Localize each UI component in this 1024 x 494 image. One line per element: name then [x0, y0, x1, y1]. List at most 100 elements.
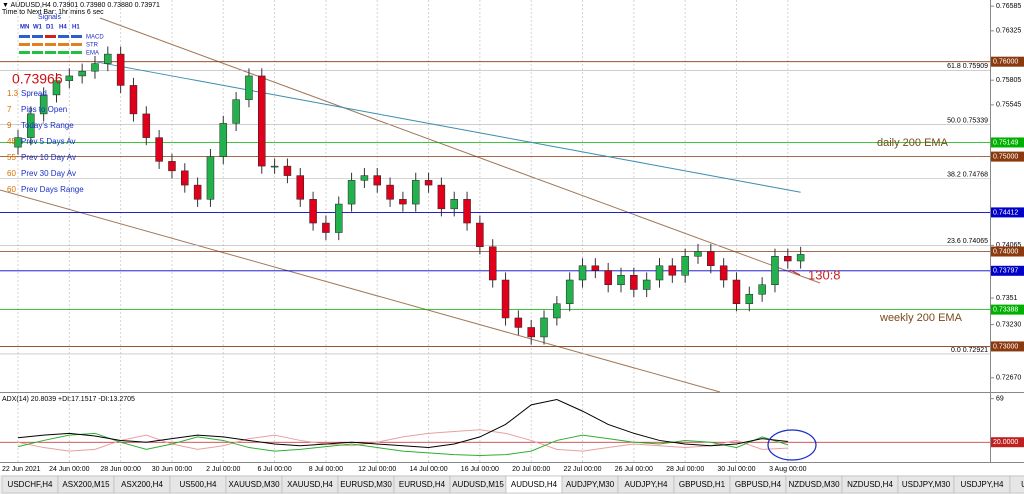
- y-tick-label: 0.7351: [996, 295, 1018, 302]
- candle-body: [258, 75, 266, 167]
- candle-body: [14, 137, 22, 148]
- x-tick-label: 24 Jun 00:00: [49, 466, 90, 473]
- tab-label[interactable]: ASX200,M15: [62, 480, 110, 489]
- indicator-label: MACD: [86, 35, 104, 41]
- x-tick-label: 22 Jul 00:00: [563, 466, 601, 473]
- price: 0.73966: [12, 71, 63, 87]
- candle-body: [476, 222, 484, 248]
- candle-body: [360, 175, 369, 181]
- signal-cell: [58, 35, 69, 38]
- level-label: 0.76000: [993, 59, 1018, 66]
- candle-body: [411, 180, 420, 205]
- candle-body: [155, 137, 163, 162]
- candle-body: [168, 161, 176, 172]
- candle-body: [129, 85, 138, 115]
- signal-cell: [45, 35, 56, 38]
- level-box: [991, 304, 1024, 315]
- stat-label: Spread: [21, 89, 47, 98]
- candle-body: [796, 254, 805, 262]
- y-tick-label: 0.76325: [996, 28, 1021, 35]
- ema-line: [94, 61, 801, 193]
- candle-body: [399, 199, 407, 205]
- level-label: 0.74412: [993, 209, 1018, 216]
- tab-label[interactable]: USDCAD: [1021, 480, 1024, 489]
- x-tick-label: 8 Jul 00:00: [309, 466, 343, 473]
- indicator-line: [17, 399, 788, 449]
- tab-label[interactable]: AUDJPY,H4: [625, 480, 669, 489]
- plot: 22 Jun 2021 24 Jun 00:00 28 Jun 00:00 30 Ju…: [0, 3, 1024, 473]
- tab-label[interactable]: XAUUSD,H4: [287, 480, 333, 489]
- candle-body: [335, 203, 343, 233]
- candle-body: [450, 199, 458, 210]
- level-box: [991, 437, 1024, 448]
- candle-body: [116, 53, 125, 86]
- signal-cell: [45, 51, 56, 54]
- tab-label[interactable]: NZDUSD,M30: [788, 480, 840, 489]
- signal-cell: [58, 51, 69, 54]
- tab-label[interactable]: EURUSD,H4: [399, 480, 446, 489]
- level-label: 0.73797: [993, 268, 1018, 275]
- signal-cell: [45, 43, 56, 46]
- candle-body: [283, 165, 292, 176]
- signal-cell: [71, 35, 82, 38]
- tab-label[interactable]: AUDJPY,M30: [566, 480, 615, 489]
- tab[interactable]: [1009, 475, 1024, 494]
- level-label: 0.74000: [993, 248, 1018, 255]
- tab-label[interactable]: ASX200,H4: [121, 480, 163, 489]
- candle-body: [296, 175, 305, 200]
- candle-body: [232, 99, 240, 124]
- candle-body: [424, 180, 433, 186]
- fib-label: 38.2 0.74768: [947, 171, 988, 178]
- candle-body: [91, 63, 99, 72]
- candle-body: [322, 222, 330, 233]
- candle-body: [732, 279, 741, 304]
- tab-label[interactable]: USDJPY,H4: [961, 480, 1005, 489]
- annotation: 130:8: [808, 267, 841, 282]
- fib-label: 0.0 0.72921: [951, 347, 988, 354]
- stat-label: Prev 30 Day Av: [21, 169, 76, 178]
- signal-cell: [71, 43, 82, 46]
- stat-label: Prev Days Range: [21, 185, 84, 194]
- candle-body: [309, 199, 317, 224]
- candle-body: [52, 80, 61, 96]
- tab-label[interactable]: EURUSD,M30: [340, 480, 392, 489]
- level-box: [991, 56, 1024, 67]
- x-tick-label: 22 Jun 2021: [2, 466, 41, 473]
- candle-body: [565, 279, 574, 304]
- indicator-line: [17, 429, 788, 452]
- stat-number: 9: [7, 121, 12, 130]
- channel-upper: [99, 17, 821, 284]
- y-tick-label: 69: [996, 396, 1004, 403]
- candle-body: [745, 293, 754, 304]
- candle-body: [758, 284, 766, 295]
- tab-label[interactable]: AUDUSD,H4: [511, 480, 558, 489]
- stat-label: Prev 10 Day Av: [21, 153, 76, 162]
- tab-label[interactable]: USDJPY,M30: [902, 480, 951, 489]
- candle-body: [142, 113, 151, 138]
- tab-label[interactable]: XAUUSD,M30: [228, 480, 280, 489]
- tab-label[interactable]: US500,H4: [180, 480, 217, 489]
- level-box: [991, 341, 1024, 352]
- x-tick-label: 30 Jun 00:00: [152, 466, 193, 473]
- tab-label[interactable]: AUDUSD,M15: [452, 480, 504, 489]
- x-tick-label: 20 Jul 00:00: [512, 466, 550, 473]
- x-tick-label: 26 Jul 00:00: [615, 466, 653, 473]
- tab-label[interactable]: NZDUSD,H4: [847, 480, 893, 489]
- candle-body: [540, 317, 548, 338]
- x-tick-label: 28 Jun 00:00: [100, 466, 141, 473]
- tab-label[interactable]: GBPUSD,H1: [679, 480, 726, 489]
- tab-label[interactable]: GBPUSD,H4: [735, 480, 782, 489]
- indicator-title: ADX(14) 20.8039 +DI:17.1517 -DI:13.2705: [2, 396, 135, 403]
- info-panel: ▼ AUDUSD,H4 0.73901 0.73980 0.73880 0.73…: [2, 2, 160, 87]
- indicator-label: EMA: [86, 51, 99, 57]
- candle-body: [681, 256, 689, 276]
- y-tick-label: 0.73230: [996, 321, 1021, 328]
- candle-body: [219, 123, 228, 157]
- candle-body: [784, 256, 792, 262]
- timeframe-label: MN: [20, 25, 29, 31]
- signals-title: Signals: [38, 14, 61, 21]
- tab-label[interactable]: USDCHF,H4: [8, 480, 53, 489]
- candle-body: [27, 113, 35, 138]
- signal-cell: [19, 51, 30, 54]
- y-tick-label: 0.75805: [996, 77, 1021, 84]
